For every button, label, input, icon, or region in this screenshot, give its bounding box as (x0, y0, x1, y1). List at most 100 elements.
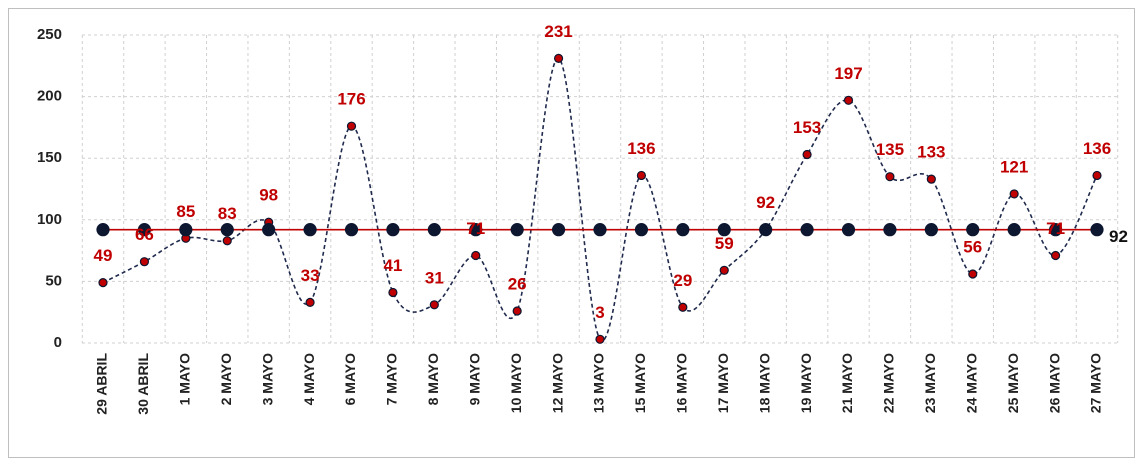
point (885, 172, 895, 182)
data-label: 85 (176, 202, 195, 221)
point (719, 265, 729, 275)
x-tick-label: 19 MAYO (798, 353, 814, 413)
data-label: 98 (259, 186, 278, 205)
x-tick-label: 30 ABRIL (135, 353, 151, 415)
point (96, 223, 110, 237)
data-label: 33 (301, 266, 320, 285)
point (471, 250, 481, 261)
data-label: 31 (425, 268, 444, 287)
point (553, 53, 564, 64)
x-tick-label: 26 MAYO (1046, 353, 1062, 413)
x-tick-label: 25 MAYO (1005, 353, 1021, 413)
point (1090, 223, 1104, 237)
data-label: 136 (1083, 139, 1111, 158)
point (388, 287, 398, 298)
data-label: 231 (544, 22, 572, 41)
x-tick-label: 1 MAYO (177, 353, 193, 406)
x-tick-label: 10 MAYO (508, 353, 524, 413)
x-tick-label: 17 MAYO (715, 353, 731, 413)
data-label: 26 (508, 274, 527, 293)
data-label: 49 (94, 246, 113, 265)
point (429, 300, 439, 310)
data-label: 176 (337, 90, 365, 109)
data-label: 197 (834, 64, 862, 83)
point (802, 149, 812, 160)
point (344, 223, 359, 237)
data-label: 3 (595, 303, 604, 322)
x-tick-label: 4 MAYO (301, 353, 317, 406)
x-tick-label: 13 MAYO (591, 353, 607, 413)
point (1092, 170, 1102, 181)
point (800, 223, 814, 237)
point (1048, 223, 1063, 237)
x-tick-label: 8 MAYO (425, 353, 441, 406)
point (759, 223, 773, 237)
point (98, 278, 108, 288)
point (305, 297, 315, 307)
x-tick-label: 2 MAYO (218, 353, 234, 406)
point (512, 306, 522, 316)
point (303, 223, 317, 237)
point (843, 95, 854, 105)
point (634, 223, 649, 237)
point (427, 223, 441, 237)
x-tick-label: 18 MAYO (756, 353, 772, 413)
x-tick-label: 12 MAYO (549, 353, 565, 413)
point (222, 236, 232, 246)
data-label: 41 (383, 256, 402, 275)
y-tick-label: 150 (37, 149, 62, 166)
point (179, 223, 193, 237)
point (966, 223, 980, 237)
data-label: 121 (1000, 157, 1028, 176)
x-tick-label: 7 MAYO (384, 353, 400, 406)
point (262, 223, 276, 237)
data-label: 59 (715, 234, 734, 253)
data-label: 29 (673, 271, 692, 290)
data-label: 71 (466, 219, 485, 238)
data-label: 83 (218, 204, 237, 223)
point (595, 334, 605, 344)
point (968, 269, 978, 279)
data-label: 66 (135, 225, 154, 244)
point (636, 170, 647, 181)
point (386, 223, 400, 237)
point (346, 121, 357, 131)
data-label: 92 (756, 193, 775, 212)
y-tick-label: 0 (54, 334, 62, 351)
data-label: 153 (793, 118, 821, 137)
point (841, 223, 856, 237)
y-tick-label: 100 (37, 211, 62, 228)
x-tick-label: 29 ABRIL (94, 353, 110, 415)
chart-border (8, 8, 1135, 458)
point (1009, 189, 1019, 199)
point (883, 223, 897, 237)
point (717, 223, 731, 237)
point (926, 174, 936, 184)
data-label: 71 (1046, 219, 1065, 238)
x-tick-label: 22 MAYO (881, 353, 897, 413)
data-label: 136 (627, 139, 655, 158)
point (139, 257, 150, 267)
x-tick-label: 15 MAYO (632, 353, 648, 413)
x-tick-label: 21 MAYO (839, 353, 855, 413)
point (1007, 223, 1021, 237)
point (510, 223, 524, 237)
point (551, 223, 566, 237)
x-tick-label: 23 MAYO (922, 353, 938, 413)
x-tick-label: 24 MAYO (963, 353, 979, 413)
y-tick-label: 200 (37, 88, 62, 105)
y-tick-label: 250 (37, 26, 62, 43)
x-tick-label: 16 MAYO (674, 353, 690, 413)
data-label: 56 (963, 237, 982, 256)
point (220, 223, 234, 237)
point (678, 302, 688, 312)
point (137, 223, 152, 237)
point (676, 223, 690, 237)
point (924, 223, 938, 237)
y-tick-label: 50 (45, 272, 62, 289)
x-tick-label: 27 MAYO (1088, 353, 1104, 413)
data-label: 133 (917, 143, 945, 162)
x-tick-label: 3 MAYO (259, 353, 275, 406)
point (593, 223, 607, 237)
